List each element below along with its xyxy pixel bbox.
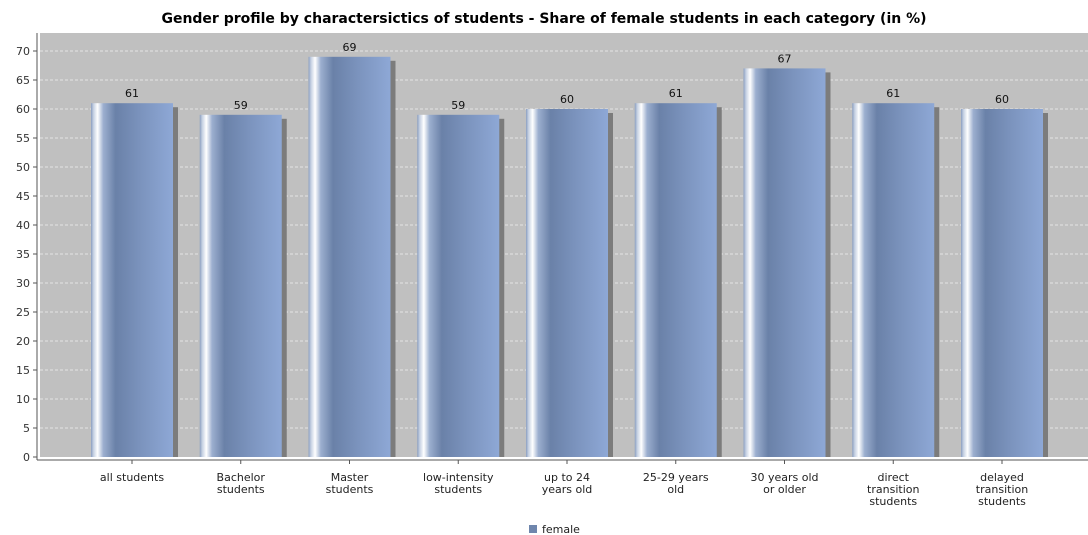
- x-tick-label: Bachelor students: [217, 471, 266, 496]
- data-label: 59: [234, 99, 248, 112]
- bar: [199, 114, 282, 458]
- bar: [852, 103, 935, 457]
- y-tick-label: 15: [16, 364, 30, 377]
- data-label: 60: [995, 93, 1009, 106]
- legend: female: [529, 523, 580, 535]
- data-label: 69: [343, 41, 357, 54]
- y-tick-label: 30: [16, 277, 30, 290]
- y-tick-label: 45: [16, 190, 30, 203]
- axes: [36, 33, 1088, 461]
- x-tick-label: all students: [100, 471, 164, 484]
- bar: [743, 68, 826, 458]
- bars: [91, 56, 1048, 458]
- x-tick-label: 30 years old or older: [750, 471, 818, 496]
- y-tick-label: 35: [16, 248, 30, 261]
- data-label: 67: [778, 52, 792, 65]
- data-label: 59: [451, 99, 465, 112]
- bar: [308, 56, 391, 458]
- x-tick-label: low-intensity students: [423, 471, 494, 496]
- data-label: 61: [886, 87, 900, 100]
- bar: [91, 103, 173, 457]
- y-tick-label: 20: [16, 335, 30, 348]
- y-tick-label: 65: [16, 74, 30, 87]
- x-tick-labels: all students Bachelor students Master studen…: [100, 460, 1028, 508]
- x-tick-label: direct transition students: [867, 471, 919, 508]
- y-tick-label: 25: [16, 306, 30, 319]
- x-tick-label: Master students: [326, 471, 374, 496]
- x-tick-label: 25-29 years old: [643, 471, 709, 496]
- bar: [417, 114, 500, 458]
- y-tick-label: 5: [23, 422, 30, 435]
- x-tick-label: delayed transition students: [976, 471, 1028, 508]
- data-label: 60: [560, 93, 574, 106]
- data-label: 61: [669, 87, 683, 100]
- x-tick-label: up to 24 years old: [542, 471, 593, 496]
- bar: [961, 109, 1043, 457]
- bar: [526, 109, 608, 457]
- y-tick-label: 0: [23, 451, 30, 464]
- y-tick-label: 10: [16, 393, 30, 406]
- y-tick-labels: 0 5 10 15 20 25 30 35 40 45 50 55 60 65 70: [16, 45, 37, 464]
- bar: [634, 103, 717, 457]
- y-tick-label: 50: [16, 161, 30, 174]
- data-labels: 61 59 69 59 60 61 67 61 60: [125, 41, 1009, 112]
- legend-swatch-female: [529, 525, 537, 533]
- y-tick-label: 60: [16, 103, 30, 116]
- y-tick-label: 40: [16, 219, 30, 232]
- y-tick-label: 70: [16, 45, 30, 58]
- legend-label-female: female: [542, 523, 580, 535]
- y-tick-label: 55: [16, 132, 30, 145]
- chart-title: Gender profile by charactersictics of st…: [161, 11, 926, 27]
- data-label: 61: [125, 87, 139, 100]
